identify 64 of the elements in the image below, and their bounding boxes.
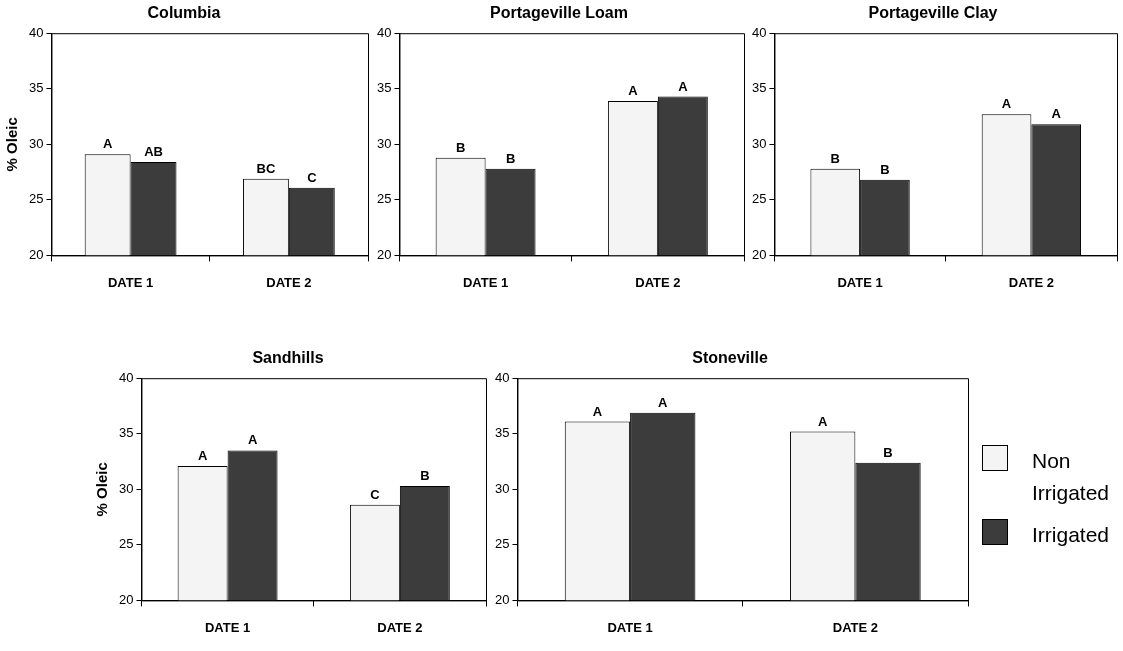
data-label: A <box>678 78 689 94</box>
x-tick-label: DATE 1 <box>107 274 154 290</box>
y-tick-label: 30 <box>376 135 392 151</box>
data-label: A <box>197 448 208 464</box>
chart-title: Stoneville <box>692 349 768 367</box>
text: Non Irrigated <box>1032 447 1111 506</box>
y-tick-label: 30 <box>118 480 134 496</box>
y-tick-label: 30 <box>751 135 767 151</box>
y-tick-label: 25 <box>494 536 510 552</box>
data-label: B <box>880 161 890 177</box>
data-label: C <box>370 486 381 502</box>
data-label: A <box>1001 96 1012 112</box>
y-tick-label: 35 <box>376 80 392 96</box>
y-tick-label: 25 <box>751 191 767 207</box>
data-label: A <box>658 394 669 410</box>
x-tick-label: DATE 1 <box>837 274 883 290</box>
data-label: B <box>455 139 466 155</box>
chart-title: Portageville Clay <box>868 4 998 22</box>
y-tick-label: 25 <box>118 536 134 552</box>
chart-title: Portageville Loam <box>490 4 628 22</box>
y-tick-label: 35 <box>28 80 44 96</box>
chart-title: Columbia <box>147 4 221 22</box>
x-tick-label: DATE 1 <box>204 619 251 635</box>
x-tick-label: DATE 2 <box>266 274 312 290</box>
y-tick-label: 35 <box>494 425 510 441</box>
y-tick-label: 20 <box>494 591 510 607</box>
data-label: B <box>830 150 840 166</box>
data-label: A <box>102 136 113 152</box>
y-tick-label: 25 <box>376 191 392 207</box>
y-tick-label: 40 <box>494 369 510 385</box>
data-label: A <box>818 413 829 429</box>
y-tick-label: 40 <box>118 369 134 385</box>
y-tick-label: 20 <box>376 246 392 262</box>
y-axis-title: % Oleic <box>93 462 111 517</box>
y-tick-label: 30 <box>28 135 44 151</box>
legend-label: Irrigated <box>1032 521 1110 548</box>
x-tick-label: DATE 2 <box>377 619 423 635</box>
y-axis-title: % Oleic <box>3 117 21 172</box>
y-tick-label: 20 <box>751 246 767 262</box>
x-tick-label: DATE 2 <box>635 274 681 290</box>
y-tick-label: 35 <box>118 425 134 441</box>
data-label: A <box>592 403 603 419</box>
data-label: B <box>883 444 893 460</box>
y-tick-label: 40 <box>376 24 392 40</box>
x-tick-label: DATE 1 <box>462 274 509 290</box>
y-tick-label: 20 <box>28 246 44 262</box>
data-label: A <box>628 83 639 99</box>
data-label: B <box>505 150 516 166</box>
y-tick-label: 20 <box>118 591 134 607</box>
y-tick-label: 40 <box>751 24 767 40</box>
y-tick-label: 35 <box>751 80 767 96</box>
x-tick-label: DATE 1 <box>607 619 653 635</box>
x-tick-label: DATE 2 <box>1008 274 1054 290</box>
data-label: B <box>420 468 430 484</box>
y-tick-label: 40 <box>28 24 44 40</box>
y-tick-label: 25 <box>28 191 44 207</box>
y-tick-label: 30 <box>494 480 510 496</box>
x-tick-label: DATE 2 <box>832 619 878 635</box>
data-label: A <box>247 432 258 448</box>
data-label: C <box>307 169 318 185</box>
data-label: AB <box>144 144 163 160</box>
data-label: A <box>1051 106 1062 122</box>
chart-title: Sandhills <box>252 349 324 367</box>
data-label: BC <box>256 160 276 176</box>
